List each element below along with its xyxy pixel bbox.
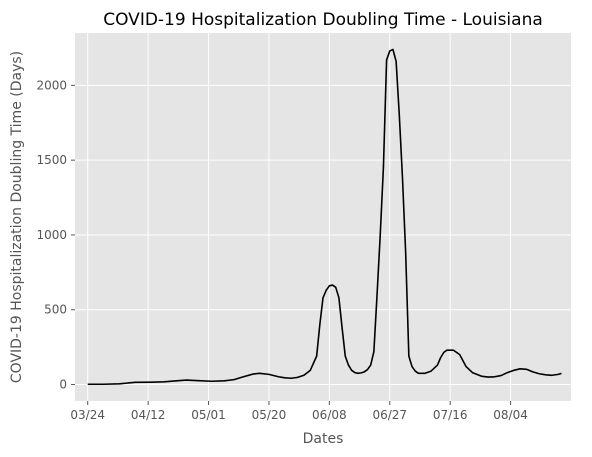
y-axis-label: COVID-19 Hospitalization Doubling Time (… (9, 51, 25, 383)
series-line (87, 48, 562, 386)
x-tick-label: 06/08 (312, 408, 347, 422)
x-tick-label: 03/24 (70, 408, 105, 422)
x-tick-label: 04/12 (131, 408, 166, 422)
y-tick-label: 1000 (36, 228, 67, 242)
x-axis: 03/24 04/12 05/01 05/20 06/08 06/27 07/16 08/04 (70, 401, 528, 422)
x-tick-label: 05/20 (252, 408, 287, 422)
x-tick-label: 05/01 (191, 408, 226, 422)
x-axis-label: Dates (303, 431, 344, 447)
x-tick-label: 07/16 (433, 408, 468, 422)
x-tick-label: 06/27 (372, 408, 407, 422)
y-tick-label: 1500 (36, 153, 67, 167)
y-tick-label: 2000 (36, 78, 67, 92)
grid (75, 33, 571, 401)
y-tick-label: 500 (44, 303, 67, 317)
chart-title: COVID-19 Hospitalization Doubling Time -… (103, 10, 543, 30)
plot-background (75, 33, 571, 401)
y-axis: 0 500 1000 1500 2000 (36, 78, 75, 392)
x-tick-label: 08/04 (493, 408, 528, 422)
y-tick-label: 0 (59, 378, 67, 392)
series-lines (87, 48, 562, 386)
